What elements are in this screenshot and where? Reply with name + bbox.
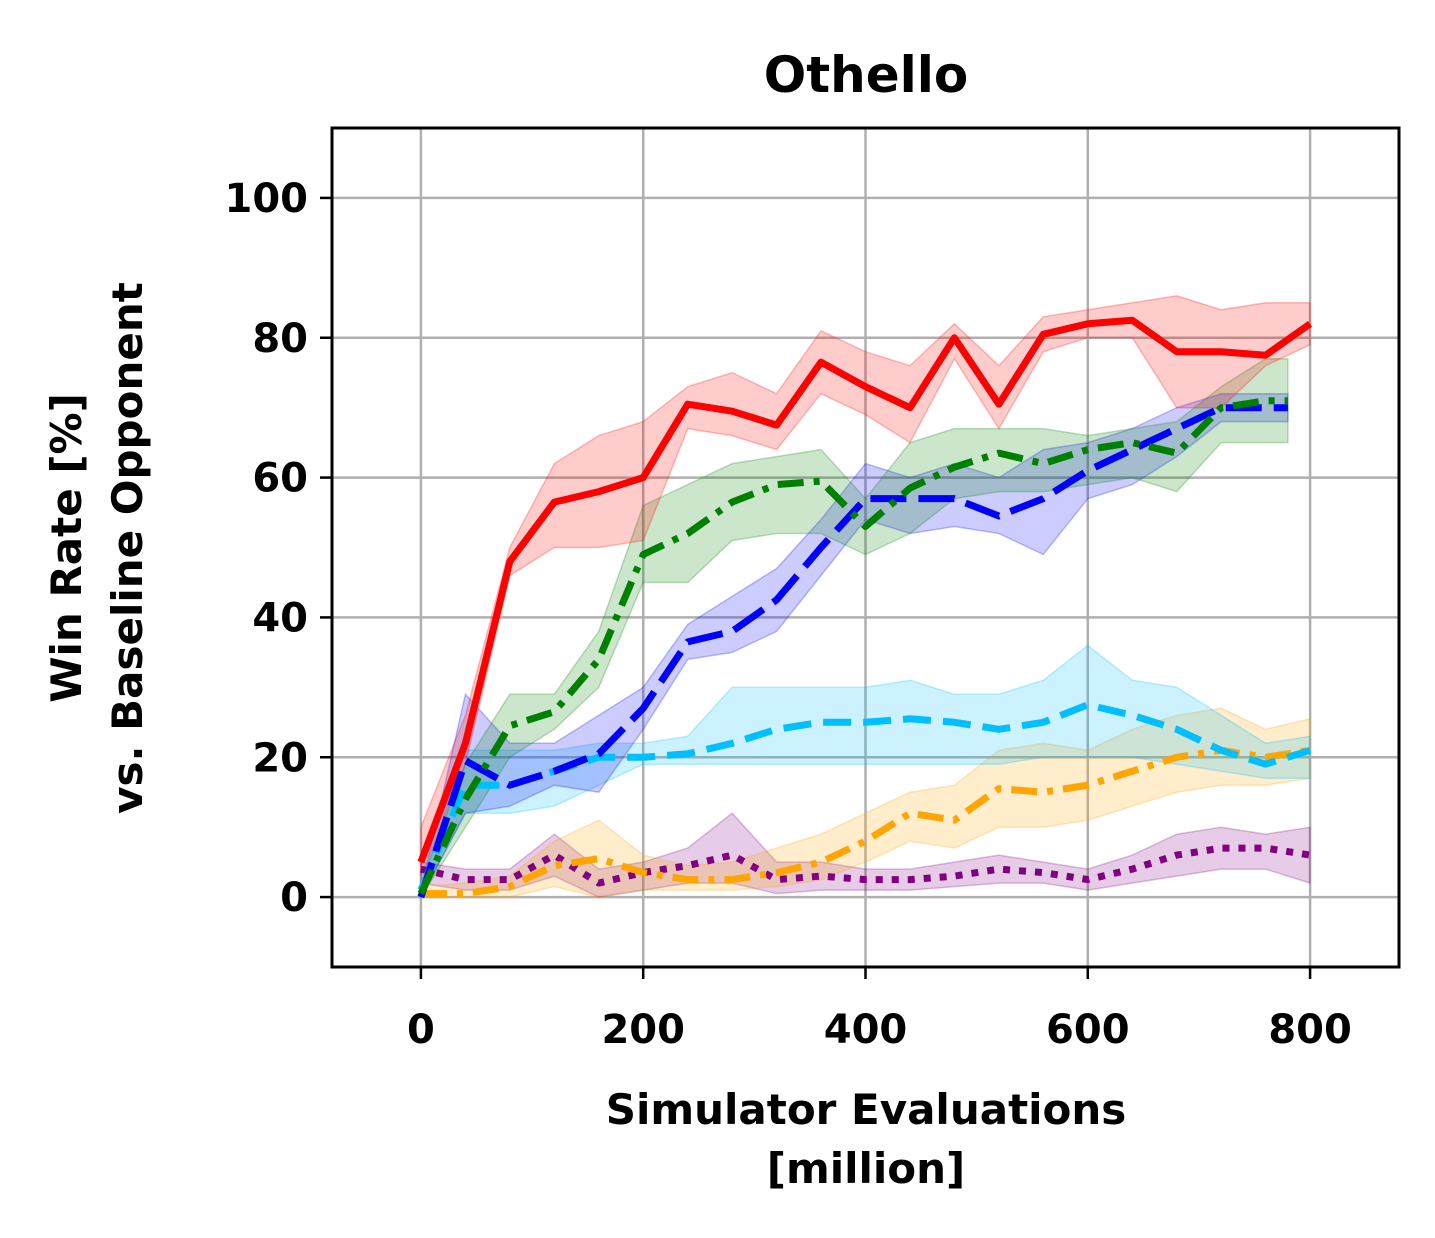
- orange-dashdot-band: [420, 707, 1311, 898]
- red-solid-band: [420, 295, 1311, 877]
- cyan-dashed-band: [420, 644, 1311, 898]
- red-solid-line: [417, 316, 1313, 864]
- y-tick-label: 20: [252, 735, 308, 781]
- y-tick-label: 60: [252, 456, 308, 502]
- x-tick-label: 0: [407, 1007, 435, 1053]
- y-tick-label: 40: [252, 595, 308, 641]
- x-tick-label: 400: [824, 1007, 908, 1053]
- y-axis-label-line-1: Win Rate [%]: [42, 393, 91, 703]
- series-lines: [417, 316, 1313, 899]
- chart-title: Othello: [764, 46, 969, 104]
- grid: [332, 128, 1399, 967]
- y-axis-label-line-2: vs. Baseline Opponent: [103, 282, 152, 814]
- x-axis-label-line-1: Simulator Evaluations: [606, 1085, 1127, 1134]
- x-axis-label-line-2: [million]: [767, 1144, 966, 1193]
- y-tick-label: 100: [225, 176, 309, 222]
- green-dashdot-band: [420, 357, 1289, 900]
- x-axis-ticks: 0 200 400 600 800: [407, 967, 1352, 1053]
- green-dashdot-line: [417, 397, 1288, 896]
- x-tick-label: 600: [1046, 1007, 1130, 1053]
- x-tick-label: 800: [1268, 1007, 1352, 1053]
- blue-dashed-band: [420, 392, 1289, 898]
- blue-dashed-line: [417, 404, 1288, 899]
- y-axis-ticks: 0 20 40 60 80 100: [225, 176, 332, 921]
- purple-dotted-line: [420, 844, 1311, 887]
- y-tick-label: 80: [252, 316, 308, 362]
- y-tick-label: 0: [280, 875, 308, 921]
- x-tick-label: 200: [601, 1007, 685, 1053]
